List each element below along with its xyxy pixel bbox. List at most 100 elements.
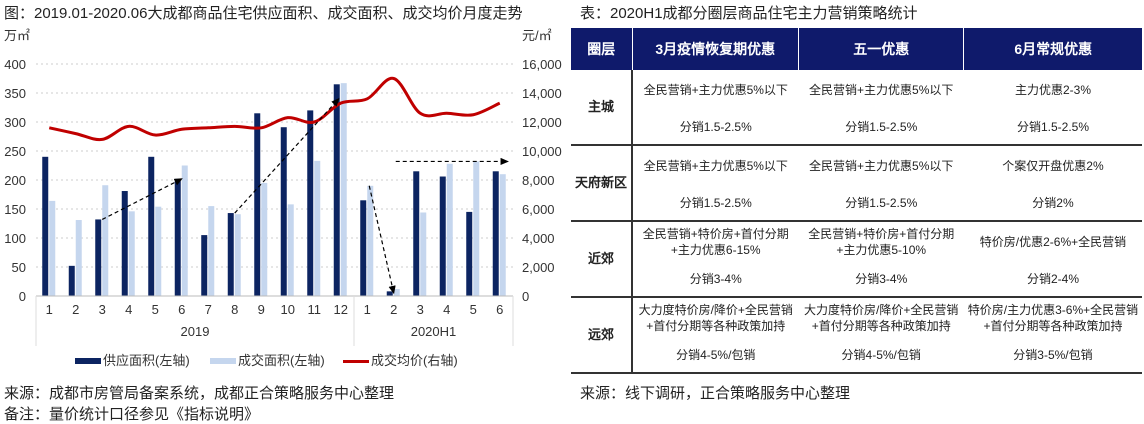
strategy-cell: 全民营销+主力优惠5%以下 分销1.5-2.5% bbox=[632, 70, 799, 146]
table-title: 表：2020H1成都分圈层商品住宅主力营销策略统计 bbox=[580, 5, 918, 22]
supply-bar bbox=[439, 176, 446, 296]
supply-bar bbox=[466, 211, 473, 296]
supply-bar bbox=[95, 219, 102, 296]
x-tick: 7 bbox=[205, 302, 212, 317]
strategy-main: 全民营销+主力优惠5%以下 bbox=[809, 159, 954, 173]
sales-bar bbox=[128, 211, 135, 296]
supply-bar bbox=[148, 156, 155, 296]
right-axis-unit: 元/㎡ bbox=[522, 28, 552, 43]
supply-bar bbox=[121, 191, 128, 296]
x-tick: 1 bbox=[46, 302, 53, 317]
left-tick: 0 bbox=[19, 289, 26, 304]
strategy-main: 全民营销+主力优惠5%以下 bbox=[809, 83, 954, 97]
left-tick: 250 bbox=[4, 144, 26, 159]
right-tick: 16,000 bbox=[522, 57, 562, 72]
table-row: 远郊 大力度特价房/降价+全民营销+首付分期等各种政策加持 分销4-5%/包销 大力度… bbox=[571, 297, 1142, 374]
strategy-main: 全民营销+主力优惠5%以下 bbox=[643, 83, 788, 97]
legend-supply-label: 供应面积(左轴) bbox=[103, 353, 190, 368]
strategy-main: 全民营销+特价房+首付分期+主力优惠5-10% bbox=[808, 227, 955, 257]
supply-bar bbox=[68, 265, 75, 296]
left-tick: 200 bbox=[4, 173, 26, 188]
strategy-distribution: 分销2-4% bbox=[1026, 272, 1079, 286]
strategy-distribution: 分销2% bbox=[1032, 196, 1074, 210]
table-source: 来源：线下调研，正合策略服务中心整理 bbox=[580, 385, 851, 402]
right-tick: 10,000 bbox=[522, 144, 562, 159]
right-tick: 8,000 bbox=[522, 173, 555, 188]
table-row: 主城 全民营销+主力优惠5%以下 分销1.5-2.5% 全民营销+主力优惠5%以下 分销… bbox=[571, 70, 1142, 146]
zone-label: 近郊 bbox=[571, 221, 633, 298]
sales-bar bbox=[393, 289, 400, 296]
legend-price-swatch bbox=[343, 360, 369, 363]
left-tick: 50 bbox=[12, 260, 26, 275]
sales-bar bbox=[287, 204, 294, 296]
x-tick: 1 bbox=[364, 302, 371, 317]
left-tick: 150 bbox=[4, 202, 26, 217]
left-tick: 400 bbox=[4, 57, 26, 72]
right-tick: 12,000 bbox=[522, 115, 562, 130]
x-tick: 4 bbox=[125, 302, 132, 317]
legend-sales-swatch bbox=[210, 358, 236, 364]
x-tick: 6 bbox=[496, 302, 503, 317]
supply-bar bbox=[254, 113, 261, 296]
supply-bar bbox=[174, 178, 181, 296]
right-tick: 14,000 bbox=[522, 86, 562, 101]
x-group-label: 2020H1 bbox=[411, 324, 457, 339]
strategy-main: 特价房/主力优惠3-6%+全民营销+首付分期等各种政策加持 bbox=[967, 303, 1139, 333]
x-tick: 4 bbox=[443, 302, 450, 317]
sales-bar bbox=[340, 83, 347, 296]
sales-bar bbox=[49, 200, 56, 296]
table-row: 天府新区 全民营销+主力优惠5%以下 分销1.5-2.5% 全民营销+主力优惠5%以下… bbox=[571, 145, 1142, 222]
strategy-cell: 个案仅开盘优惠2% 分销2% bbox=[963, 145, 1142, 222]
trend-arrow bbox=[368, 185, 396, 295]
sales-bar bbox=[367, 185, 374, 296]
strategy-distribution: 分销1.5-2.5% bbox=[1016, 120, 1089, 134]
left-tick: 300 bbox=[4, 115, 26, 130]
strategy-cell: 主力优惠2-3% 分销1.5-2.5% bbox=[963, 70, 1142, 146]
sales-bar bbox=[234, 214, 241, 296]
supply-bar bbox=[201, 235, 208, 296]
strategy-cell: 特价房/优惠2-6%+全民营销 分销2-4% bbox=[963, 221, 1142, 298]
x-tick: 8 bbox=[231, 302, 238, 317]
legend-supply-swatch bbox=[75, 358, 101, 364]
x-tick: 3 bbox=[417, 302, 424, 317]
chart-title: 图：2019.01-2020.06大成都商品住宅供应面积、成交面积、成交均价月度… bbox=[4, 5, 523, 22]
supply-bar bbox=[307, 110, 314, 297]
supply-bar bbox=[333, 84, 340, 296]
strategy-cell: 全民营销+特价房+首付分期+主力优惠6-15% 分销3-4% bbox=[632, 221, 799, 298]
strategy-distribution: 分销4-5%/包销 bbox=[676, 348, 756, 362]
strategy-cell: 大力度特价房/降价+全民营销+首付分期等各种政策加持 分销4-5%/包销 bbox=[798, 297, 964, 374]
price-line bbox=[48, 76, 501, 142]
header-march: 3月疫情恢复期优惠 bbox=[631, 28, 799, 70]
x-tick: 3 bbox=[99, 302, 106, 317]
sales-bar bbox=[102, 185, 109, 296]
right-tick: 2,000 bbox=[522, 260, 555, 275]
strategy-cell: 全民营销+主力优惠5%以下 分销1.5-2.5% bbox=[632, 145, 799, 222]
supply-bar bbox=[360, 200, 367, 296]
x-tick: 6 bbox=[178, 302, 185, 317]
right-tick: 0 bbox=[522, 289, 529, 304]
table-row: 近郊 全民营销+特价房+首付分期+主力优惠6-15% 分销3-4% 全民营销+特价房+… bbox=[571, 221, 1142, 298]
strategy-cell: 全民营销+主力优惠5%以下 分销1.5-2.5% bbox=[798, 145, 964, 222]
zone-label: 天府新区 bbox=[571, 145, 633, 222]
x-tick: 2 bbox=[72, 302, 79, 317]
sales-bar bbox=[155, 206, 162, 296]
strategy-distribution: 分销3-4% bbox=[855, 272, 908, 286]
strategy-distribution: 分销4-5%/包销 bbox=[841, 348, 921, 362]
x-tick: 5 bbox=[152, 302, 159, 317]
chart-source: 来源：成都市房管局备案系统，成都正合策略服务中心整理 bbox=[4, 385, 395, 402]
strategy-distribution: 分销1.5-2.5% bbox=[679, 196, 752, 210]
strategy-table: 圈层 3月疫情恢复期优惠 五一优惠 6月常规优惠 主城 全民营销+主力优惠5%以下… bbox=[571, 28, 1142, 374]
sales-bar bbox=[314, 160, 321, 296]
strategy-main: 个案仅开盘优惠2% bbox=[1002, 159, 1104, 173]
strategy-cell: 特价房/主力优惠3-6%+全民营销+首付分期等各种政策加持 分销3-5%/包销 bbox=[963, 297, 1142, 374]
right-tick: 4,000 bbox=[522, 231, 555, 246]
strategy-distribution: 分销3-4% bbox=[689, 272, 742, 286]
x-tick: 11 bbox=[308, 302, 322, 317]
sales-bar bbox=[75, 220, 82, 296]
sales-bar bbox=[499, 174, 506, 296]
sales-bar bbox=[208, 206, 215, 296]
x-group-label: 2019 bbox=[181, 324, 210, 339]
supply-bar bbox=[280, 127, 287, 296]
header-mayday: 五一优惠 bbox=[797, 28, 964, 70]
